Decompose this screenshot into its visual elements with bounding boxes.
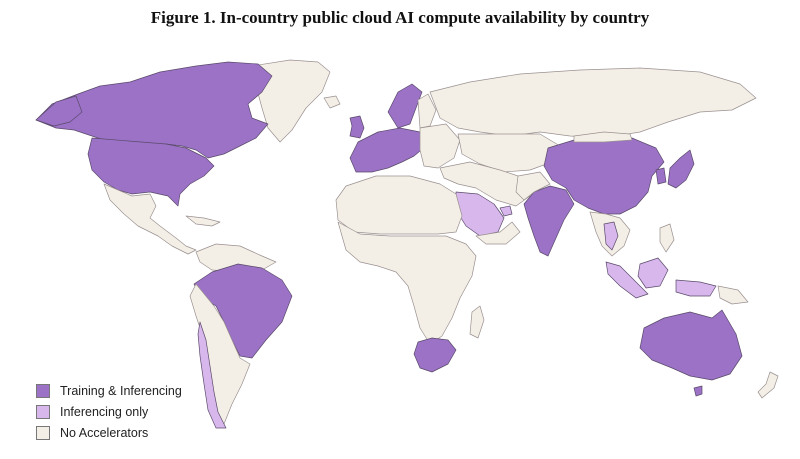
- region-new-zealand: [757, 371, 779, 399]
- region-greenland: [251, 59, 331, 143]
- region-chile: [197, 321, 227, 429]
- region-malaysia: [605, 261, 649, 299]
- region-baltics: [417, 93, 437, 129]
- legend-item-training: Training & Inferencing: [36, 380, 182, 401]
- legend-label-inferencing: Inferencing only: [60, 404, 149, 419]
- region-usa: [87, 137, 215, 207]
- region-pakistan: [515, 171, 551, 201]
- region-alaska: [35, 95, 83, 127]
- region-australia: [639, 309, 743, 381]
- legend-label-none: No Accelerators: [60, 425, 149, 440]
- region-borneo: [637, 257, 669, 289]
- legend-swatch-inferencing: [36, 404, 50, 419]
- region-iceland: [323, 95, 341, 109]
- region-mongolia: [573, 131, 633, 143]
- region-central-asia: [457, 133, 561, 173]
- legend-swatch-none: [36, 425, 50, 440]
- region-middle-east: [439, 161, 531, 207]
- legend-item-none: No Accelerators: [36, 422, 182, 443]
- region-north-south-america: [195, 243, 277, 273]
- legend-label-training: Training & Inferencing: [60, 383, 182, 398]
- region-arabia-south: [475, 221, 521, 245]
- region-russia: [429, 67, 757, 139]
- region-philippines: [659, 223, 675, 253]
- region-mexico: [103, 183, 197, 255]
- legend-item-inferencing: Inferencing only: [36, 401, 182, 422]
- region-indonesia-east: [675, 279, 717, 297]
- region-west-europe: [349, 127, 427, 173]
- legend-swatch-training: [36, 383, 50, 398]
- region-korea: [655, 167, 667, 185]
- region-uk: [349, 115, 365, 139]
- region-east-europe: [419, 123, 461, 169]
- figure-title: Figure 1. In-country public cloud AI com…: [150, 8, 650, 27]
- map-legend: Training & Inferencing Inferencing only …: [36, 380, 182, 443]
- region-uae: [499, 205, 513, 217]
- region-madagascar: [469, 305, 485, 339]
- region-south-africa: [413, 337, 457, 373]
- region-north-africa: [335, 175, 463, 235]
- region-india: [523, 185, 575, 257]
- region-thailand: [603, 221, 619, 251]
- region-japan: [667, 149, 695, 189]
- region-tasmania: [693, 385, 703, 397]
- region-png: [717, 285, 749, 305]
- region-central-africa: [337, 221, 477, 345]
- region-scandinavia: [387, 83, 423, 129]
- region-caribbean: [185, 215, 221, 227]
